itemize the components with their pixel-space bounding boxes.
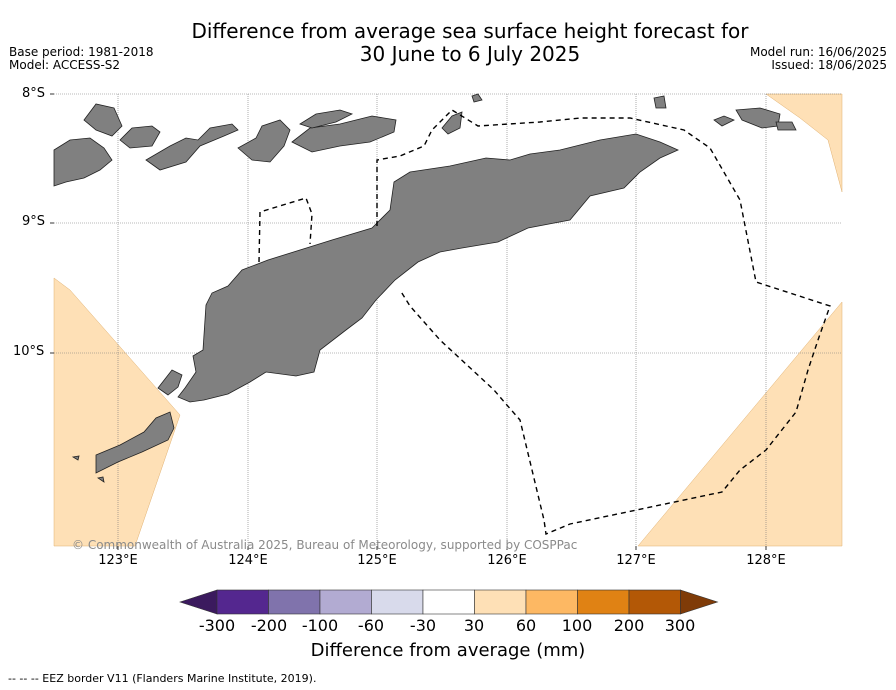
colorbar-segment bbox=[577, 589, 630, 615]
map-title: Difference from average sea surface heig… bbox=[120, 20, 820, 66]
adonara-island bbox=[119, 125, 161, 149]
colorbar-segment bbox=[319, 589, 372, 615]
semau-island bbox=[157, 369, 183, 396]
axis-ticks bbox=[50, 93, 767, 550]
lon-label-127e: 127°E bbox=[616, 553, 656, 568]
atauro-island bbox=[441, 111, 463, 135]
colorbar-segment bbox=[422, 589, 475, 615]
alor-island bbox=[291, 115, 397, 153]
colorbar-segment bbox=[371, 589, 424, 615]
lon-label-128e: 128°E bbox=[746, 553, 786, 568]
solor-island bbox=[83, 103, 123, 137]
colorbar-tick-label: -100 bbox=[301, 616, 339, 635]
title-line-1: Difference from average sea surface heig… bbox=[191, 19, 749, 43]
wetar-top bbox=[299, 109, 354, 129]
colorbar-tick-label: 60 bbox=[515, 616, 537, 635]
copyright-notice: © Commonwealth of Australia 2025, Bureau… bbox=[72, 538, 578, 552]
ndao-island bbox=[71, 455, 80, 461]
landmasses bbox=[53, 93, 797, 483]
colorbar-tick-label: -30 bbox=[409, 616, 437, 635]
lon-label-126e: 126°E bbox=[487, 553, 527, 568]
anomaly-region-northeast bbox=[765, 93, 843, 193]
colorbar-extend-high bbox=[680, 589, 719, 615]
colorbar-segment bbox=[268, 589, 321, 615]
babar-west bbox=[713, 115, 735, 127]
colorbar-extend-low bbox=[179, 589, 218, 615]
colorbar-tick-label: 200 bbox=[613, 616, 645, 635]
north-islet-2 bbox=[653, 95, 667, 109]
colorbar-tick-label: -60 bbox=[357, 616, 385, 635]
rote-island bbox=[95, 411, 175, 474]
timor-island bbox=[177, 133, 679, 403]
babar-east bbox=[775, 121, 797, 131]
small-islet bbox=[96, 476, 105, 483]
colorbar-tick-label: 30 bbox=[463, 616, 485, 635]
colorbar-segment bbox=[525, 589, 578, 615]
issued-date: Issued: 18/06/2025 bbox=[771, 58, 887, 72]
lat-label-8s: 8°S bbox=[22, 86, 46, 101]
title-line-2: 30 June to 6 July 2025 bbox=[359, 42, 581, 66]
eez-border bbox=[258, 109, 831, 535]
model-info: Base period: 1981-2018 Model: ACCESS-S2 bbox=[9, 46, 154, 72]
run-info: Model run: 16/06/2025 Issued: 18/06/2025 bbox=[750, 46, 887, 72]
colorbar-title: Difference from average (mm) bbox=[310, 640, 586, 661]
model-name: Model: ACCESS-S2 bbox=[9, 58, 121, 72]
pantar-island bbox=[237, 119, 291, 163]
eez-footnote: -- -- -- EEZ border V11 (Flanders Marine… bbox=[8, 672, 317, 685]
colorbar-tick-label: -300 bbox=[198, 616, 236, 635]
colorbar-segment bbox=[474, 589, 527, 615]
lon-label-123e: 123°E bbox=[98, 553, 138, 568]
colorbar-segment bbox=[216, 589, 269, 615]
model-run: Model run: 16/06/2025 bbox=[749, 45, 887, 59]
base-period: Base period: 1981-2018 bbox=[9, 45, 154, 59]
babar-island bbox=[735, 107, 781, 129]
colorbar-tick-label: 300 bbox=[664, 616, 696, 635]
colorbar-tick-label: 100 bbox=[561, 616, 593, 635]
flores-east bbox=[53, 137, 113, 187]
colorbar-tick-label: -200 bbox=[250, 616, 288, 635]
anomaly-region-southeast bbox=[637, 301, 843, 547]
lat-label-9s: 9°S bbox=[22, 214, 46, 229]
colorbar-segment bbox=[628, 589, 681, 615]
north-islet-1 bbox=[471, 93, 483, 103]
lat-label-10s: 10°S bbox=[13, 344, 45, 359]
colorbar bbox=[179, 589, 719, 615]
lon-label-125e: 125°E bbox=[357, 553, 397, 568]
anomaly-region-southwest bbox=[53, 277, 181, 547]
lembata-island bbox=[145, 123, 239, 171]
lon-label-124e: 124°E bbox=[228, 553, 268, 568]
